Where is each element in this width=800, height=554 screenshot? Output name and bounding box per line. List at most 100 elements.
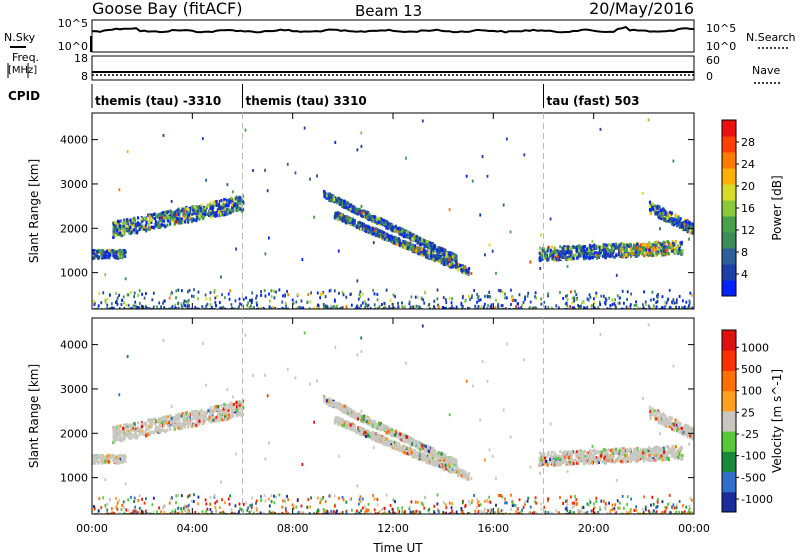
power-echo-cell	[538, 256, 541, 260]
power-echo-cell	[427, 304, 430, 308]
power-echo-cell	[611, 249, 614, 253]
power-echo-cell	[285, 304, 287, 308]
power-echo-cell	[225, 208, 229, 212]
power-echo-cell	[414, 246, 417, 251]
power-echo-cell	[500, 304, 503, 308]
power-echo-cell	[370, 215, 373, 219]
power-echo-cell	[539, 266, 542, 270]
power-echo-cell	[455, 305, 458, 309]
power-echo-cell	[220, 199, 223, 203]
power-echo-cell	[590, 248, 593, 252]
power-echo-cell	[651, 243, 654, 247]
power-echo-cell	[140, 307, 143, 309]
power-echo-cell	[223, 200, 227, 204]
power-echo-cell	[515, 305, 517, 309]
power-echo-cell	[656, 243, 659, 247]
power-echo-cell	[122, 227, 125, 231]
power-echo-cell	[364, 302, 367, 306]
power-echo-cell	[432, 257, 435, 261]
power-echo-cell	[136, 223, 139, 228]
power-echo-cell	[450, 265, 453, 269]
power-echo-cell	[252, 307, 255, 309]
y-axis-label: Slant Range [km]	[27, 159, 41, 263]
velocity-echo-cell	[220, 411, 224, 415]
velocity-echo-cell	[97, 460, 100, 464]
power-echo-cell	[156, 307, 159, 309]
power-echo-cell	[676, 250, 679, 254]
velocity-echo-cell	[357, 413, 360, 417]
power-echo-cell	[603, 243, 606, 247]
power-echo-cell	[160, 219, 163, 223]
power-echo-cell	[129, 218, 132, 222]
power-echo-cell	[177, 302, 179, 306]
noise-left-tick-top: 10^5	[58, 17, 88, 30]
noise-sky-line	[91, 25, 695, 34]
power-echo-cell	[221, 293, 223, 297]
velocity-echo-cell	[415, 440, 419, 444]
power-echo-cell	[583, 251, 586, 256]
velocity-echo-cell	[191, 410, 194, 414]
power-echo-cell	[384, 237, 387, 241]
power-echo-cell	[141, 227, 144, 231]
velocity-echo-cell	[211, 415, 215, 419]
velocity-echo-cell	[122, 429, 125, 433]
power-echo-cell	[653, 210, 657, 214]
y-tick-label: 1000	[60, 267, 88, 280]
velocity-echo-cell	[95, 458, 98, 462]
power-echo-cell	[104, 273, 107, 277]
power-echo-cell	[643, 248, 646, 252]
power-echo-cell	[402, 228, 405, 232]
power-echo-cell	[667, 246, 670, 250]
power-echo-cell	[359, 295, 362, 299]
power-echo-cell	[373, 292, 376, 296]
power-echo-cell	[639, 243, 642, 247]
power-echo-cell	[215, 203, 218, 207]
power-echo-cell	[156, 214, 160, 218]
power-echo-cell	[666, 216, 669, 220]
power-echo-cell	[454, 256, 457, 260]
power-echo-cell	[162, 219, 166, 223]
power-echo-cell	[518, 293, 521, 297]
power-echo-cell	[149, 307, 152, 309]
power-echo-cell	[549, 217, 552, 221]
velocity-echo-cell	[123, 453, 126, 458]
power-echo-cell	[651, 290, 654, 294]
power-echo-cell	[216, 294, 218, 298]
power-echo-cell	[586, 305, 589, 309]
velocity-echo-cell	[393, 433, 396, 437]
power-echo-cell	[187, 213, 191, 217]
power-echo-cell	[377, 234, 380, 238]
power-echo-cell	[448, 260, 451, 264]
velocity-echo-cell	[100, 461, 104, 465]
power-echo-cell	[576, 245, 579, 249]
velocity-echo-cell	[389, 427, 392, 431]
power-echo-cell	[387, 238, 390, 242]
power-echo-cell	[408, 302, 411, 306]
power-echo-cell	[529, 260, 532, 264]
power-echo-cell	[359, 290, 362, 294]
velocity-echo-cell	[101, 453, 104, 458]
velocity-echo-cell	[127, 434, 130, 438]
power-echo-cell	[188, 304, 190, 308]
power-echo-cell	[360, 225, 364, 229]
velocity-echo-cell	[237, 402, 240, 406]
power-echo-cell	[132, 228, 135, 232]
power-echo-cell	[228, 297, 231, 301]
velocity-echo-cell	[173, 418, 176, 422]
velocity-echo-cell	[117, 432, 120, 436]
power-echo-cell	[138, 289, 141, 293]
power-echo-cell	[344, 205, 348, 209]
power-echo-cell	[404, 305, 406, 309]
power-echo-cell	[178, 218, 181, 222]
power-echo-cell	[626, 297, 628, 301]
power-echo-cell	[144, 225, 147, 229]
power-echo-cell	[433, 299, 436, 303]
power-echo-cell	[689, 222, 692, 226]
power-echo-cell	[641, 252, 644, 256]
power-echo-cell	[348, 204, 351, 209]
velocity-echo-cell	[185, 412, 189, 416]
power-echo-cell	[510, 302, 512, 306]
power-echo-cell	[556, 255, 559, 259]
power-echo-cell	[168, 215, 172, 219]
power-echo-cell	[678, 247, 681, 251]
